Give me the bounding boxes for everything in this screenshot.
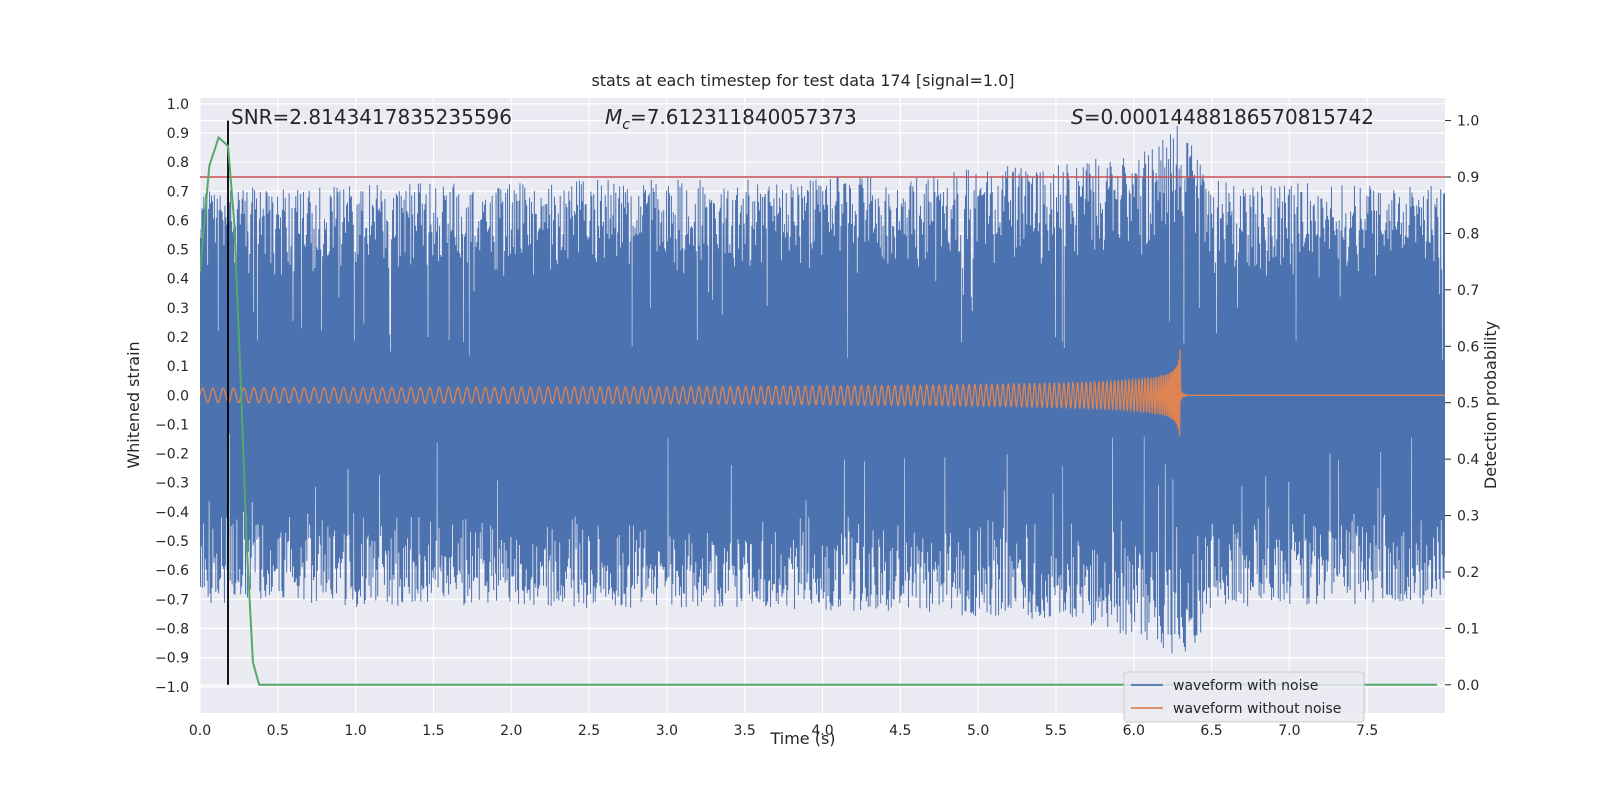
y-left-tick-label: 0.8 bbox=[167, 155, 189, 171]
y-left-tick-label: −1.0 bbox=[155, 680, 189, 696]
y-left-tick-label: 1.0 bbox=[167, 97, 189, 113]
series-waveform-with-noise bbox=[200, 125, 1445, 654]
x-tick-label: 5.0 bbox=[967, 723, 989, 739]
x-tick-label: 7.0 bbox=[1278, 723, 1300, 739]
y-right-tick-label: 0.8 bbox=[1457, 226, 1479, 242]
annotation-s-value: =0.00014488186570815742 bbox=[1084, 105, 1374, 129]
y-left-tick-label: −0.1 bbox=[155, 417, 189, 433]
x-tick-label: 0.5 bbox=[267, 723, 289, 739]
annotation-s-symbol: S bbox=[1071, 105, 1084, 129]
y-right-axis-ticks: 1.0 0.9 0.8 0.7 0.6 0.5 0.4 0.3 0.2 0.1 0.0 bbox=[1445, 114, 1479, 694]
annotation-mc-subscript: c bbox=[622, 117, 630, 133]
annotation-mc-value: =7.612311840057373 bbox=[630, 105, 857, 129]
y-left-axis-ticks: 1.0 0.9 0.8 0.7 0.6 0.5 0.4 0.3 0.2 0.1 0.0 −0.1 −0.… bbox=[155, 97, 189, 696]
y-left-tick-label: −0.2 bbox=[155, 447, 189, 463]
series-detection-probability bbox=[200, 135, 1438, 686]
x-tick-label: 2.0 bbox=[500, 723, 522, 739]
y-left-tick-label: 0.4 bbox=[167, 272, 189, 288]
y-left-tick-label: −0.3 bbox=[155, 476, 189, 492]
x-tick-label: 6.0 bbox=[1123, 723, 1145, 739]
x-tick-label: 4.0 bbox=[811, 723, 833, 739]
legend-box bbox=[1123, 671, 1365, 723]
x-tick-label: 1.0 bbox=[344, 723, 366, 739]
legend-label-waveform-with-noise: waveform with noise bbox=[1173, 678, 1318, 694]
annotation-mc: Mc=7.612311840057373 bbox=[605, 105, 857, 133]
y-left-tick-label: −0.7 bbox=[155, 592, 189, 608]
y-right-axis-label: Detection probability bbox=[1481, 321, 1500, 489]
x-tick-label: 5.5 bbox=[1045, 723, 1067, 739]
x-tick-label: 4.5 bbox=[889, 723, 911, 739]
x-tick-label: 7.5 bbox=[1356, 723, 1378, 739]
annotation-mc-symbol: M bbox=[605, 105, 622, 129]
y-left-tick-label: −0.5 bbox=[155, 534, 189, 550]
y-left-tick-label: 0.1 bbox=[167, 359, 189, 375]
x-tick-label: 6.5 bbox=[1200, 723, 1222, 739]
x-axis-label: Time (s) bbox=[769, 729, 835, 748]
annotation-s: S=0.00014488186570815742 bbox=[1071, 105, 1374, 129]
y-left-tick-label: −0.4 bbox=[155, 505, 189, 521]
x-tick-label: 3.5 bbox=[734, 723, 756, 739]
y-left-tick-label: 0.0 bbox=[167, 388, 189, 404]
y-right-tick-label: 0.4 bbox=[1457, 452, 1479, 468]
y-left-tick-label: 0.3 bbox=[167, 301, 189, 317]
x-tick-label: 1.5 bbox=[422, 723, 444, 739]
y-right-tick-label: 0.0 bbox=[1457, 678, 1479, 694]
x-axis-ticks: 0.0 0.5 1.0 1.5 2.0 2.5 3.0 3.5 4.0 4.5 5.0 5.5 6.0 6… bbox=[189, 723, 1378, 739]
y-right-tick-label: 0.2 bbox=[1457, 565, 1479, 581]
annotation-snr: SNR=2.8143417835235596 bbox=[231, 105, 512, 129]
y-left-tick-label: 0.2 bbox=[167, 330, 189, 346]
y-left-tick-label: −0.6 bbox=[155, 563, 189, 579]
y-right-tick-label: 0.6 bbox=[1457, 339, 1479, 355]
x-tick-label: 3.0 bbox=[656, 723, 678, 739]
y-right-tick-label: 0.3 bbox=[1457, 509, 1479, 525]
y-left-tick-label: 0.7 bbox=[167, 184, 189, 200]
y-left-tick-label: 0.9 bbox=[167, 126, 189, 142]
y-left-tick-label: 0.5 bbox=[167, 243, 189, 259]
legend: waveform with noise waveform without noi… bbox=[1123, 671, 1365, 723]
y-right-tick-label: 1.0 bbox=[1457, 114, 1479, 130]
y-right-tick-label: 0.9 bbox=[1457, 170, 1479, 186]
y-right-tick-label: 0.5 bbox=[1457, 396, 1479, 412]
x-tick-label: 0.0 bbox=[189, 723, 211, 739]
y-left-axis-label: Whitened strain bbox=[124, 341, 143, 468]
y-left-tick-label: −0.8 bbox=[155, 621, 189, 637]
chart-title: stats at each timestep for test data 174… bbox=[591, 71, 1014, 90]
y-left-tick-label: 0.6 bbox=[167, 213, 189, 229]
x-tick-label: 2.5 bbox=[578, 723, 600, 739]
series-waveform-without-noise bbox=[200, 349, 1445, 436]
y-left-tick-label: −0.9 bbox=[155, 651, 189, 667]
y-right-tick-label: 0.7 bbox=[1457, 283, 1479, 299]
y-right-tick-label: 0.1 bbox=[1457, 621, 1479, 637]
legend-label-waveform-without-noise: waveform without noise bbox=[1173, 701, 1341, 717]
